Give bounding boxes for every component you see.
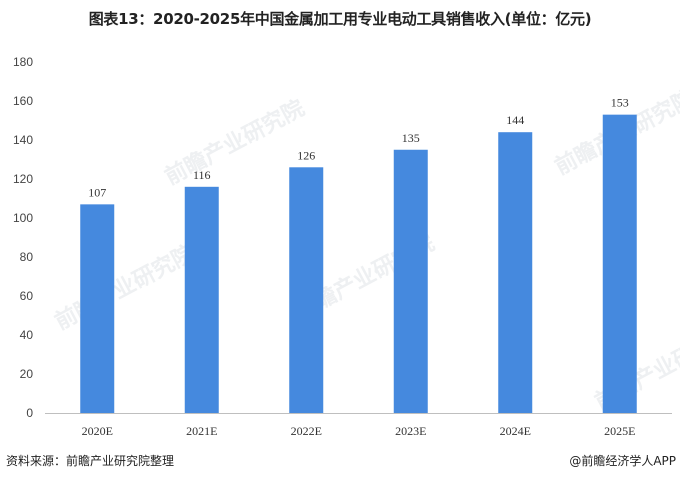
bar xyxy=(184,186,219,413)
x-tick-label: 2025E xyxy=(604,424,635,438)
bar xyxy=(80,204,115,413)
data-label: 144 xyxy=(506,113,524,127)
data-label: 126 xyxy=(297,148,315,162)
x-tick-label: 2021E xyxy=(186,424,217,438)
bar xyxy=(498,132,533,413)
source-note: 资料来源：前瞻产业研究院整理 xyxy=(6,454,175,468)
y-tick-label: 140 xyxy=(13,133,33,147)
bar xyxy=(289,167,324,413)
data-label: 107 xyxy=(88,185,106,199)
data-label: 116 xyxy=(193,168,211,182)
y-tick-label: 80 xyxy=(20,250,34,264)
y-tick-label: 100 xyxy=(13,211,33,225)
x-tick-label: 2020E xyxy=(82,424,113,438)
watermark: 前瞻产业研究院 xyxy=(51,240,199,335)
y-tick-label: 120 xyxy=(13,172,33,186)
bar xyxy=(393,149,428,413)
y-tick-label: 160 xyxy=(13,94,33,108)
bar xyxy=(602,114,637,414)
chart-title: 图表13：2020-2025年中国金属加工用专业电动工具销售收入(单位：亿元) xyxy=(88,10,592,28)
data-label: 153 xyxy=(611,96,629,110)
y-tick-label: 40 xyxy=(20,328,34,342)
x-tick-label: 2022E xyxy=(291,424,322,438)
x-tick-label: 2023E xyxy=(395,424,426,438)
y-tick-label: 180 xyxy=(13,55,33,69)
x-tick-label: 2024E xyxy=(500,424,531,438)
y-tick-label: 20 xyxy=(20,367,34,381)
y-tick-label: 60 xyxy=(20,289,34,303)
credit-note: @前瞻经济学人APP xyxy=(569,454,676,468)
y-tick-label: 0 xyxy=(26,406,33,420)
data-label: 135 xyxy=(402,131,420,145)
watermark: 前瞻产业研究院 xyxy=(161,95,309,190)
